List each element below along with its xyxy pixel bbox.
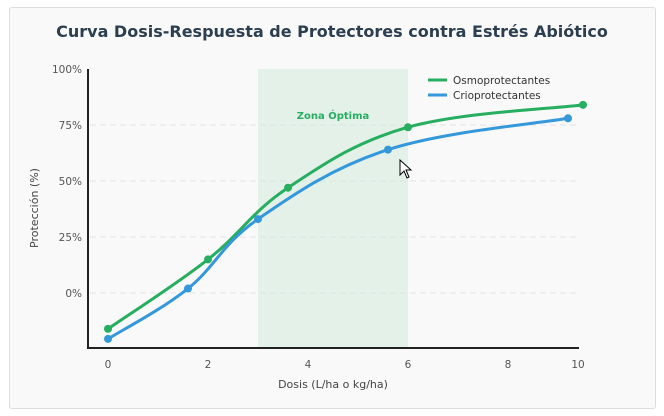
y-tick-label: 100% bbox=[52, 64, 82, 76]
x-tick-label: 10 bbox=[571, 359, 584, 371]
x-tick-label: 8 bbox=[505, 359, 512, 371]
crioprotectantes-point bbox=[564, 114, 572, 123]
y-axis-label: Protección (%) bbox=[28, 168, 41, 248]
osmoprotectantes-point bbox=[284, 183, 292, 192]
mouse-cursor-icon bbox=[399, 158, 413, 179]
crioprotectantes-point bbox=[184, 284, 192, 293]
osmoprotectantes-point bbox=[579, 100, 587, 109]
x-tick-label: 0 bbox=[105, 359, 112, 371]
x-axis-label: Dosis (L/ha o kg/ha) bbox=[278, 378, 388, 391]
optimal-zone bbox=[258, 69, 408, 348]
crioprotectantes-point bbox=[104, 334, 112, 343]
y-tick-label: 0% bbox=[65, 288, 82, 300]
x-tick-label: 4 bbox=[305, 359, 312, 371]
y-tick-label: 50% bbox=[59, 176, 82, 188]
crioprotectantes-point bbox=[254, 215, 262, 224]
legend-label-osmoprotectantes: Osmoprotectantes bbox=[453, 75, 550, 87]
crioprotectantes-point bbox=[384, 145, 392, 154]
crioprotectantes-line bbox=[107, 116, 569, 341]
y-tick-label: 75% bbox=[59, 120, 82, 132]
osmoprotectantes-point bbox=[404, 123, 412, 132]
y-tick-label: 25% bbox=[59, 232, 82, 244]
optimal-zone-label: Zona Óptima bbox=[297, 109, 370, 122]
x-tick-label: 6 bbox=[405, 359, 412, 371]
osmoprotectantes-line bbox=[107, 103, 584, 331]
osmoprotectantes-point bbox=[104, 324, 112, 333]
osmoprotectantes-point bbox=[204, 255, 212, 264]
x-tick-label: 2 bbox=[205, 359, 212, 371]
chart-title: Curva Dosis-Respuesta de Protectores con… bbox=[56, 22, 608, 41]
legend-label-crioprotectantes: Crioprotectantes bbox=[453, 90, 541, 102]
